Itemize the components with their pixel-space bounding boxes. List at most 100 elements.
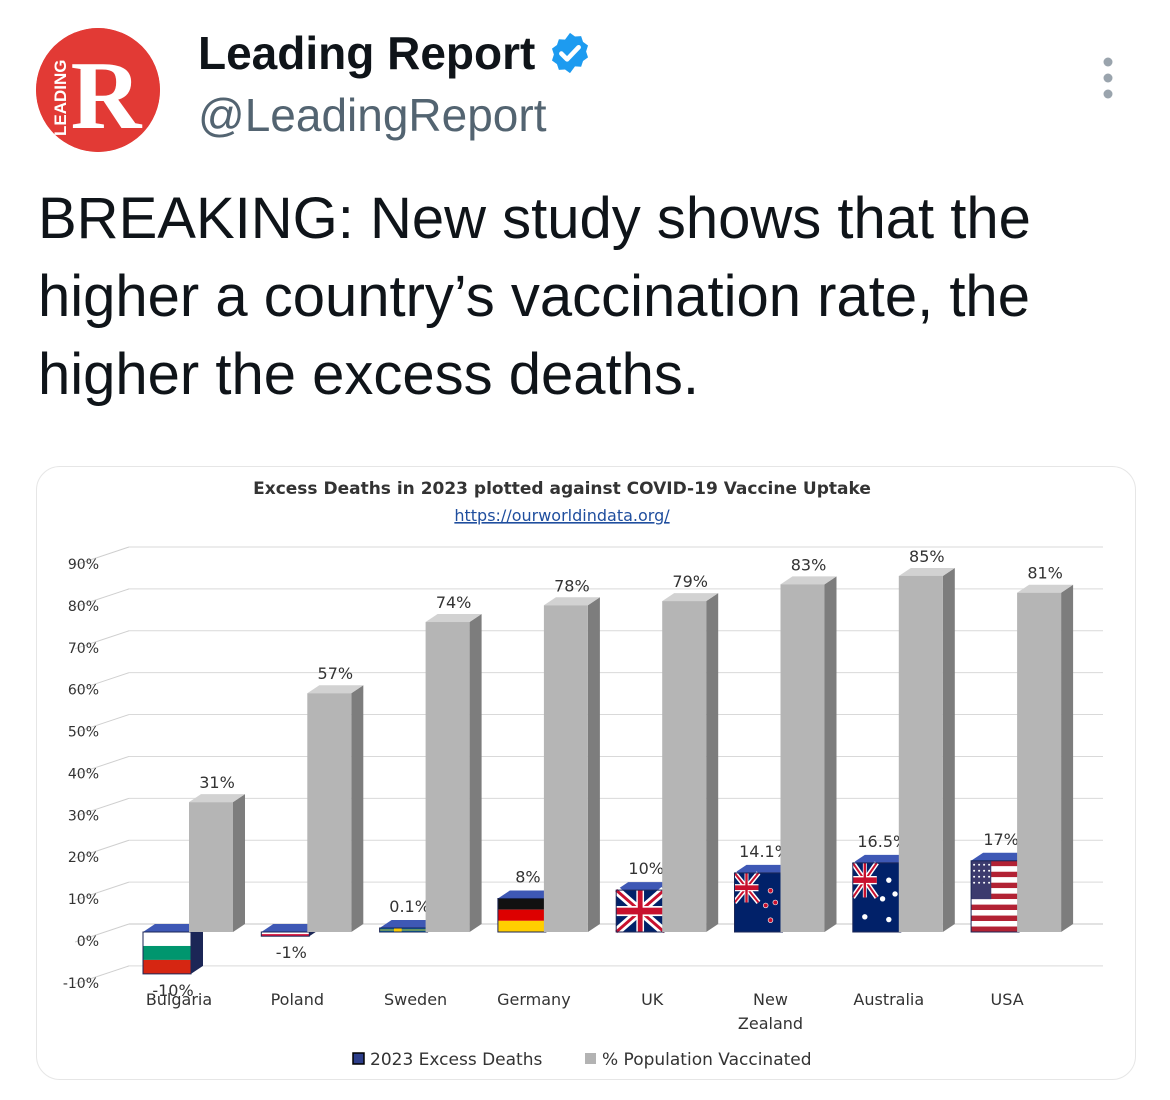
vaccinated-bar [780, 584, 825, 932]
more-options-icon[interactable] [1096, 56, 1120, 100]
svg-text:LEADING: LEADING [51, 60, 70, 137]
gridline-diagonal [74, 965, 130, 985]
vaccinated-bar [898, 575, 943, 932]
vaccinated-bar-side [1061, 584, 1074, 932]
excess-deaths-bar [260, 931, 310, 937]
vaccinated-value-label: 85% [909, 547, 945, 566]
vaccinated-bar-side [587, 597, 600, 932]
chart-title: Excess Deaths in 2023 plotted against CO… [253, 479, 871, 499]
excess-deaths-value-label: -10% [152, 981, 193, 1000]
gridline-diagonal [74, 714, 130, 734]
y-tick-label: -10% [63, 976, 99, 992]
y-tick-label: 80% [68, 599, 99, 615]
chart-subtitle-link[interactable]: https://ourworldindata.org/ [454, 506, 670, 525]
tweet-text: BREAKING: New study shows that the highe… [38, 186, 1031, 407]
gridline-diagonal [74, 630, 130, 650]
y-axis: -10% 0% 10% 20% 30% 40% 50% 60% 70% 80% 90% [63, 557, 99, 992]
y-tick-label: 10% [68, 892, 99, 908]
y-tick-label: 40% [68, 766, 99, 782]
vaccinated-bar-side [824, 576, 837, 932]
vaccinated-bar [307, 693, 352, 932]
avatar[interactable]: R LEADING [36, 28, 160, 152]
y-tick-label: 90% [68, 557, 99, 573]
vaccinated-value-label: 31% [199, 773, 235, 792]
germany-flag-icon [497, 898, 546, 932]
x-tick-label: UK [641, 990, 664, 1009]
vaccinated-value-label: 57% [318, 664, 354, 683]
bar-group: 17% 81% [970, 564, 1074, 933]
gridline-diagonal [74, 546, 130, 566]
legend-swatch [352, 1052, 365, 1065]
tweet-media-image[interactable]: Excess Deaths in 2023 plotted against CO… [36, 466, 1136, 1080]
bulgaria-flag-icon [143, 932, 191, 974]
bar-group: 14.1% 83% [732, 555, 837, 933]
gridline-diagonal [74, 755, 130, 775]
handle[interactable]: @LeadingReport [198, 89, 547, 141]
excess-deaths-value-label: 10% [628, 859, 664, 878]
vaccinated-bar [1017, 592, 1062, 932]
svg-text:R: R [71, 42, 143, 150]
y-tick-label: 0% [77, 934, 99, 950]
x-axis: Bulgaria Poland Sweden Germany UK New Zealand A… [146, 990, 1024, 1033]
excess-deaths-value-label: -1% [276, 943, 307, 962]
vaccinated-bar [543, 605, 588, 932]
sweden-flag-icon [379, 928, 428, 932]
gridline-diagonal [74, 923, 130, 943]
excess-deaths-bar-top [852, 854, 913, 863]
vaccinated-bar-top [543, 597, 600, 606]
vaccinated-bar-top [425, 614, 482, 623]
vaccinated-value-label: 74% [436, 593, 472, 612]
bar-group: -1% 57% [260, 664, 364, 962]
usa-flag-icon [971, 860, 1020, 932]
y-tick-label: 60% [68, 683, 99, 699]
vaccinated-bar-top [780, 576, 837, 585]
bar-group: 8% 78% [497, 576, 600, 933]
vaccinated-bar-side [942, 567, 955, 932]
legend-label: 2023 Excess Deaths [370, 1050, 543, 1070]
excess-deaths-bar-top [143, 924, 203, 932]
display-name-text[interactable]: Leading Report [198, 27, 536, 79]
x-tick-label: Sweden [384, 990, 447, 1009]
excess-deaths-chart: Excess Deaths in 2023 plotted against CO… [63, 479, 1103, 1070]
excess-deaths-bar [142, 931, 192, 975]
excess-deaths-value-label: 14.1% [739, 842, 790, 861]
vaccinated-bar-side [469, 614, 482, 932]
chart-legend: 2023 Excess Deaths % Population Vaccinate… [352, 1050, 812, 1070]
x-tick-label: Bulgaria [146, 990, 212, 1009]
vaccinated-bar-top [898, 567, 955, 576]
verified-badge-icon [552, 32, 589, 74]
bar-groups: -10%31%-1%57%0.1%74%8%78%10%79%14.1%83%1… [142, 547, 1074, 1000]
gridline-diagonal [74, 588, 130, 608]
legend-item: % Population Vaccinated [585, 1050, 812, 1070]
legend-label: % Population Vaccinated [602, 1050, 812, 1070]
vaccinated-bar [425, 622, 470, 932]
bar-group: 16.5% 85% [850, 547, 955, 933]
vaccinated-value-label: 78% [554, 576, 590, 595]
excess-deaths-value-label: 8% [515, 867, 540, 886]
uk-flag-icon [613, 886, 667, 936]
x-tick-label: Germany [497, 990, 571, 1009]
x-tick-label: Poland [271, 990, 324, 1009]
gridline-diagonal [74, 881, 130, 901]
x-tick-label: Australia [853, 990, 924, 1009]
vaccinated-value-label: 83% [791, 555, 827, 574]
excess-deaths-bar-side [191, 924, 203, 974]
vaccinated-bar-top [189, 794, 245, 803]
excess-deaths-value-label: 16.5% [857, 832, 908, 851]
legend-swatch [585, 1053, 596, 1064]
excess-deaths-bar-top [379, 920, 440, 928]
excess-deaths-bar-top [734, 864, 795, 873]
vaccinated-value-label: 81% [1027, 564, 1063, 583]
gridline-diagonal [74, 839, 130, 859]
bar-group: 0.1% 74% [379, 593, 482, 933]
display-name[interactable]: Leading Report [198, 26, 593, 80]
y-tick-label: 30% [68, 808, 99, 824]
vaccinated-bar-side [351, 685, 364, 932]
y-tick-label: 20% [68, 850, 99, 866]
vaccinated-bar-top [1017, 584, 1074, 593]
y-tick-label: 70% [68, 641, 99, 657]
vaccinated-value-label: 79% [672, 572, 708, 591]
x-tick-label: USA [991, 990, 1024, 1009]
vaccinated-bar-top [307, 685, 364, 694]
vaccinated-bar-side [706, 593, 719, 932]
